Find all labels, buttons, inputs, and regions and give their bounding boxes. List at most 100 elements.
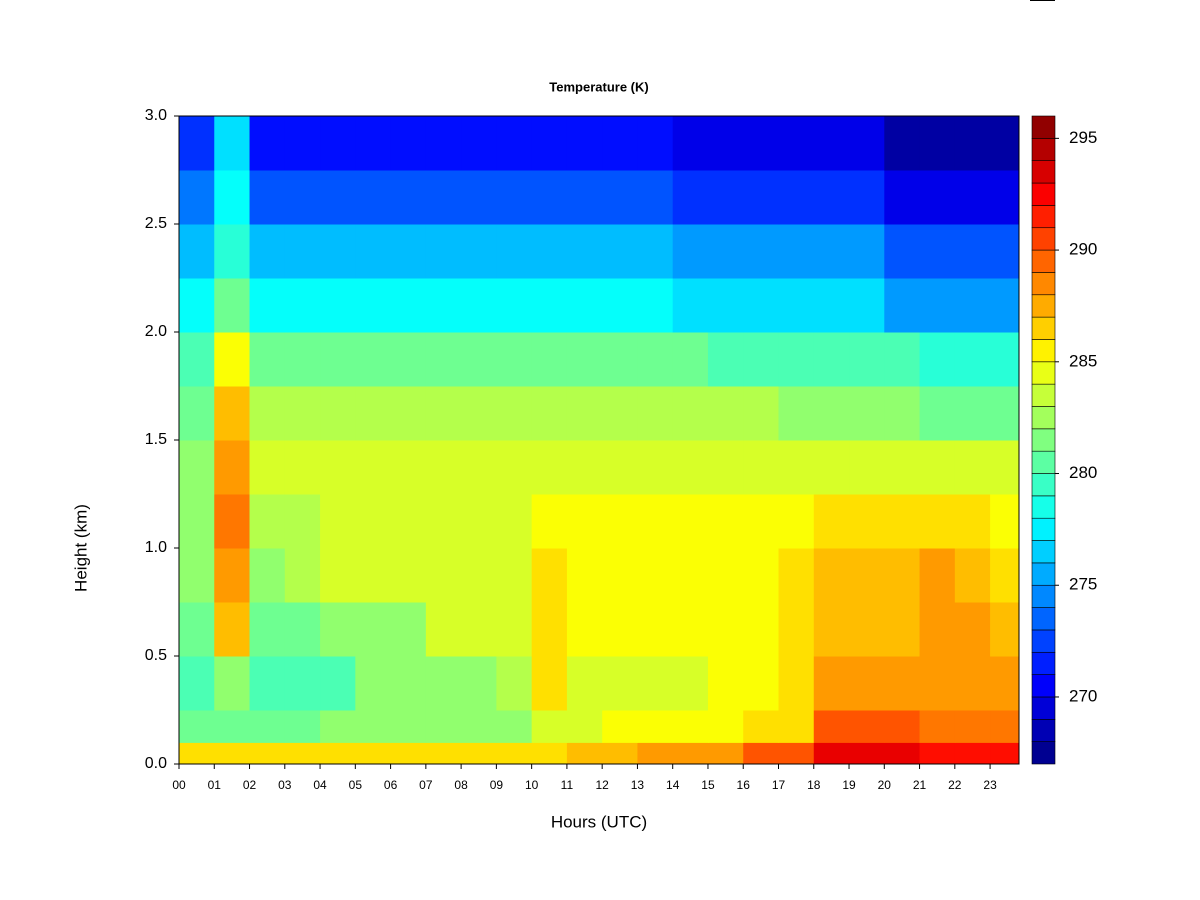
heatmap-cell: [355, 224, 392, 279]
heatmap-cell: [214, 170, 251, 225]
heatmap-cell: [778, 548, 815, 603]
colorbar-box: [1031, 361, 1056, 385]
heatmap-cell: [849, 386, 885, 441]
heatmap-cell: [778, 742, 815, 765]
heatmap-cell: [672, 116, 709, 171]
y-tick-label: 1.0: [145, 539, 167, 556]
colorbar-box: [1031, 741, 1056, 765]
heatmap-cell: [637, 440, 674, 495]
heatmap-cell: [320, 224, 356, 279]
heatmap-cell: [566, 440, 603, 495]
x-tick-label: 00: [172, 778, 186, 792]
heatmap-cell: [214, 742, 251, 765]
heatmap-cell: [425, 386, 462, 441]
heatmap-cell: [602, 278, 638, 333]
heatmap-cell: [496, 710, 533, 743]
heatmap-cell: [672, 440, 709, 495]
heatmap-cell: [637, 548, 674, 603]
heatmap-cell: [425, 440, 462, 495]
colorbar-box: [1031, 294, 1056, 318]
x-tick-label: 02: [243, 778, 257, 792]
heatmap-cell: [637, 710, 674, 743]
colorbar-box: [1031, 473, 1056, 497]
heatmap-cell: [849, 710, 885, 743]
heatmap-cell: [390, 224, 427, 279]
heatmap-cell: [249, 170, 286, 225]
heatmap-cell: [743, 332, 779, 387]
heatmap-cell: [284, 170, 321, 225]
heatmap-cell: [425, 548, 462, 603]
heatmap-cell: [390, 386, 427, 441]
heatmap-cell: [390, 602, 427, 657]
heatmap-cell: [179, 224, 215, 279]
heatmap-cell: [778, 224, 815, 279]
colorbar-box: [1031, 584, 1056, 608]
heatmap-cell: [990, 494, 1020, 549]
heatmap-cell: [672, 656, 709, 711]
heatmap-cell: [249, 494, 286, 549]
heatmap-cell: [884, 742, 921, 765]
heatmap-cell: [813, 386, 850, 441]
heatmap-cell: [813, 332, 850, 387]
heatmap-cell: [355, 548, 392, 603]
colorbar-box: [1031, 138, 1056, 161]
heatmap-cell: [179, 278, 215, 333]
heatmap-cell: [461, 656, 497, 711]
heatmap-cell: [672, 332, 709, 387]
heatmap-cell: [990, 602, 1020, 657]
heatmap-cell: [813, 170, 850, 225]
y-axis-label: Height (km): [71, 504, 90, 592]
colorbar-box: [1031, 607, 1056, 631]
heatmap-cell: [355, 332, 392, 387]
heatmap-cell: [496, 742, 533, 765]
heatmap-cell: [707, 602, 744, 657]
colorbar-box: [1031, 651, 1056, 675]
heatmap-cell: [990, 170, 1020, 225]
heatmap-cell: [531, 332, 568, 387]
heatmap-cell: [813, 656, 850, 711]
heatmap-cell: [390, 116, 427, 171]
colorbar-tick-label: 270: [1069, 686, 1097, 705]
colorbar-box: [1031, 115, 1056, 139]
heatmap-cell: [707, 494, 744, 549]
heatmap-cell: [461, 278, 497, 333]
heatmap-cell: [179, 116, 215, 171]
heatmap-cell: [813, 602, 850, 657]
heatmap-cell: [919, 440, 956, 495]
heatmap-cell: [919, 548, 956, 603]
colorbar-box: [1031, 674, 1056, 698]
heatmap-cell: [602, 386, 638, 441]
heatmap-cell: [672, 170, 709, 225]
heatmap-cell: [849, 494, 885, 549]
heatmap-cell: [461, 742, 497, 765]
heatmap-cell: [672, 602, 709, 657]
chart-title: Temperature (K): [549, 79, 648, 94]
heatmap-cell: [884, 170, 921, 225]
heatmap-cell: [707, 278, 744, 333]
heatmap-cell: [390, 548, 427, 603]
heatmap-cell: [707, 710, 744, 743]
heatmap-cell: [390, 440, 427, 495]
heatmap-cell: [249, 602, 286, 657]
colorbar-box: [1031, 205, 1056, 229]
heatmap-cell: [284, 278, 321, 333]
heatmap-cell: [531, 386, 568, 441]
heatmap-cell: [602, 224, 638, 279]
x-tick-label: 09: [490, 778, 504, 792]
heatmap-cell: [531, 742, 568, 765]
heatmap-cell: [390, 332, 427, 387]
heatmap-cell: [425, 494, 462, 549]
heatmap-cell: [531, 656, 568, 711]
heatmap-cell: [249, 224, 286, 279]
heatmap-cell: [813, 710, 850, 743]
x-tick-label: 14: [666, 778, 680, 792]
heatmap-cell: [496, 224, 533, 279]
heatmap-cell: [566, 602, 603, 657]
heatmap-cell: [249, 386, 286, 441]
heatmap-cell: [249, 116, 286, 171]
heatmap-cell: [461, 440, 497, 495]
heatmap-cell: [672, 548, 709, 603]
x-tick-label: 05: [349, 778, 363, 792]
heatmap-cell: [707, 332, 744, 387]
heatmap-cell: [778, 602, 815, 657]
